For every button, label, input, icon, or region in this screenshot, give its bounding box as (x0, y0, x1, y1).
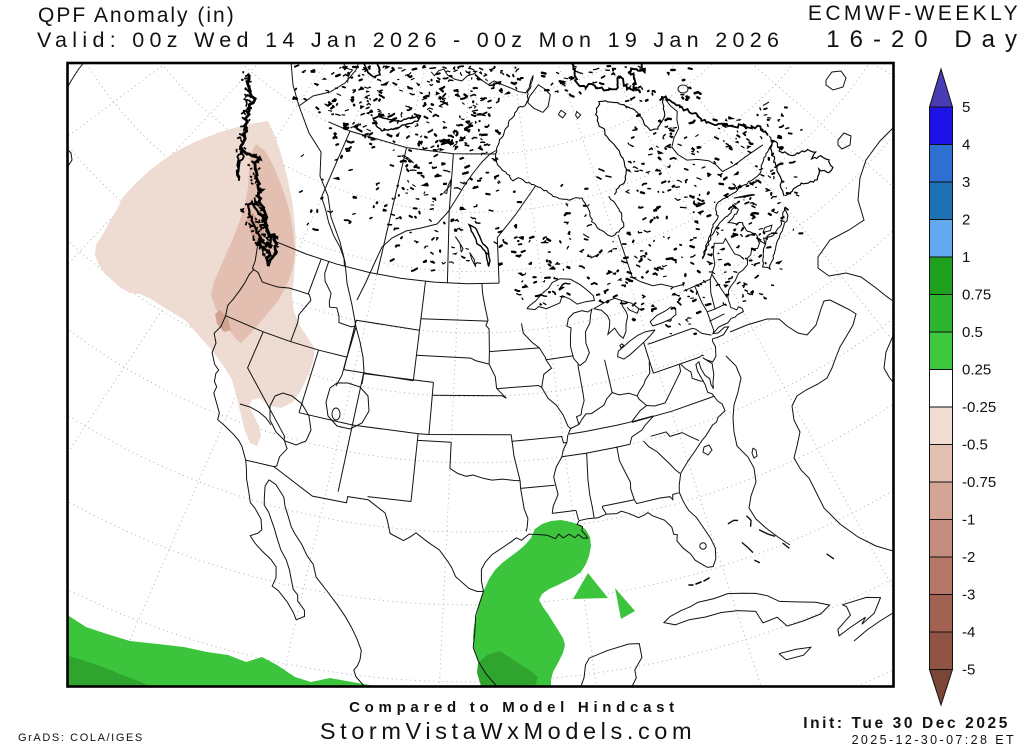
svg-text:2025-12-30-07:28 ET: 2025-12-30-07:28 ET (852, 733, 1016, 747)
svg-text:-0.5: -0.5 (962, 437, 988, 454)
svg-text:Init: Tue 30 Dec 2025: Init: Tue 30 Dec 2025 (803, 715, 1010, 732)
svg-text:4: 4 (962, 137, 970, 154)
svg-text:-3: -3 (962, 587, 975, 604)
svg-text:16-20 Day: 16-20 Day (826, 26, 1024, 53)
svg-text:0.5: 0.5 (962, 324, 983, 341)
svg-text:3: 3 (962, 174, 970, 191)
svg-text:-2: -2 (962, 549, 975, 566)
svg-text:QPF Anomaly (in): QPF Anomaly (in) (38, 4, 236, 27)
svg-text:0.75: 0.75 (962, 287, 991, 304)
svg-text:-0.25: -0.25 (962, 399, 996, 416)
svg-text:0.25: 0.25 (962, 362, 991, 379)
svg-text:-0.75: -0.75 (962, 474, 996, 491)
svg-text:2: 2 (962, 212, 970, 229)
svg-text:GrADS: COLA/IGES: GrADS: COLA/IGES (18, 732, 144, 744)
svg-text:-4: -4 (962, 624, 975, 641)
svg-text:StormVistaWxModels.com: StormVistaWxModels.com (320, 718, 696, 744)
svg-text:ECMWF-WEEKLY: ECMWF-WEEKLY (808, 2, 1021, 25)
svg-text:-1: -1 (962, 512, 975, 529)
svg-text:5: 5 (962, 99, 970, 116)
svg-text:Compared to Model Hindcast: Compared to Model Hindcast (349, 699, 679, 716)
svg-text:Valid: 00z Wed 14 Jan 2026 - 0: Valid: 00z Wed 14 Jan 2026 - 00z Mon 19 … (37, 28, 784, 52)
svg-text:-5: -5 (962, 662, 975, 679)
svg-text:1: 1 (962, 249, 970, 266)
